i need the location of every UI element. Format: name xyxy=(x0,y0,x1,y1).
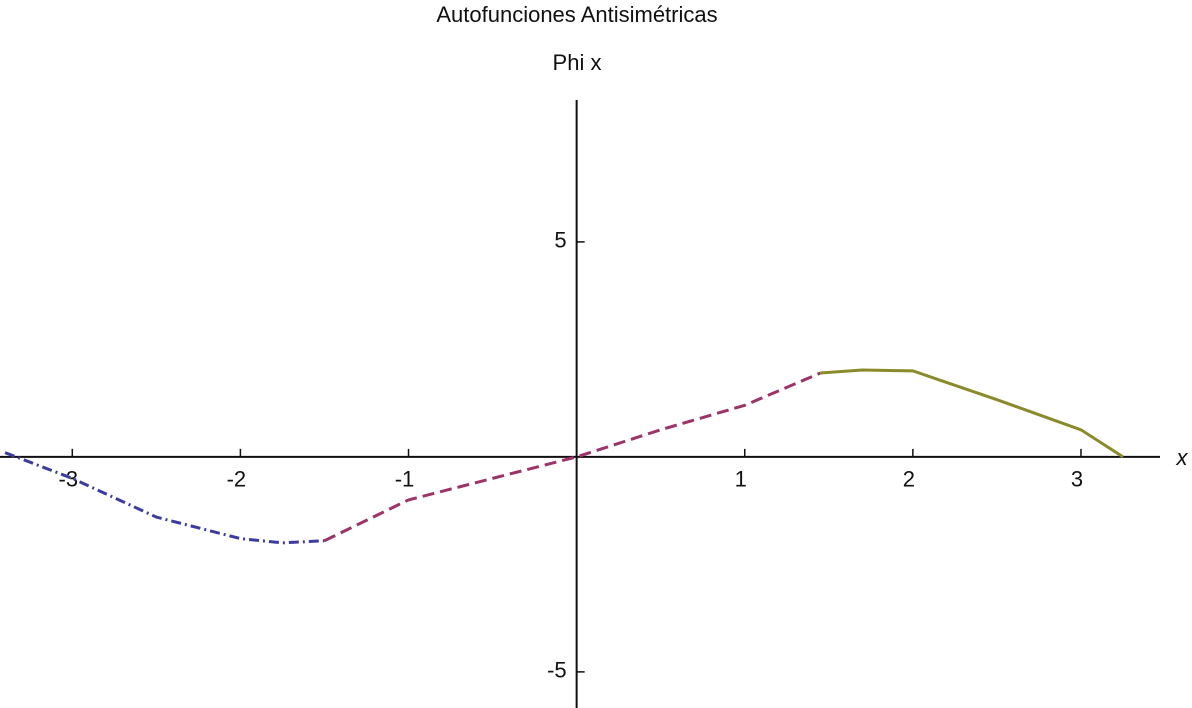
y-tick-label: -5 xyxy=(547,658,567,683)
x-tick-label: -3 xyxy=(59,467,79,492)
line-series xyxy=(820,368,1124,459)
x-tick-label: -1 xyxy=(395,467,415,492)
x-tick-label: -2 xyxy=(227,467,247,492)
x-tick-label: 3 xyxy=(1071,467,1083,492)
y-tick-label: 5 xyxy=(554,228,566,253)
x-tick-label: 1 xyxy=(735,467,747,492)
y-axis-label: Phi x xyxy=(553,50,602,75)
chart-title: Autofunciones Antisimétricas xyxy=(436,2,717,27)
line-series xyxy=(323,371,821,543)
line-series xyxy=(4,451,325,545)
x-axis-label: x xyxy=(1176,445,1189,470)
x-tick-label: 2 xyxy=(903,467,915,492)
